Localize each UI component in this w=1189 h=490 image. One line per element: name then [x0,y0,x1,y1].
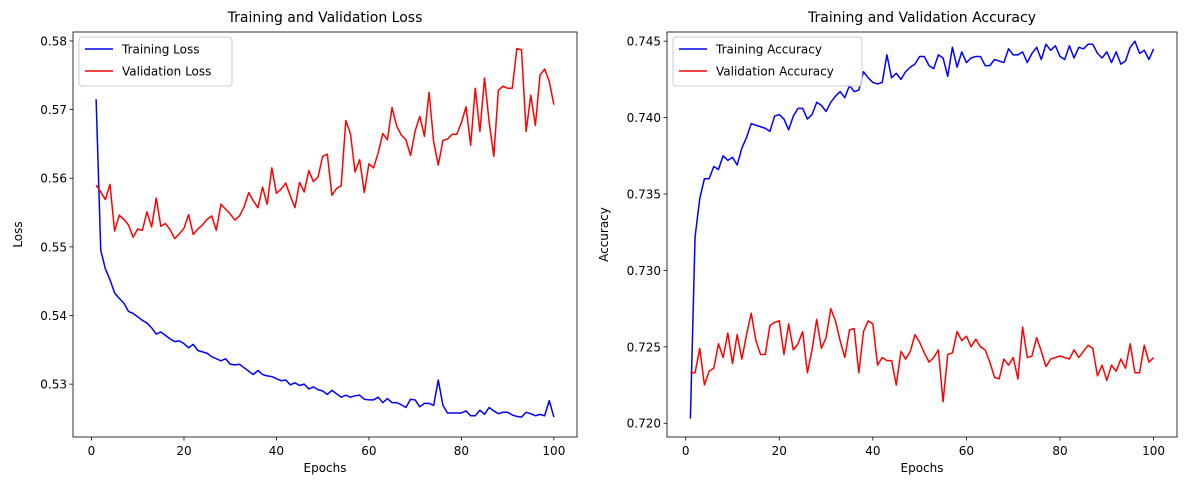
accuracy-axes-frame [666,31,1178,438]
accuracy-y-tick-label: 0.730 [627,264,661,278]
accuracy-y-axis-label: Accuracy [597,207,611,262]
accuracy-y-tick-label: 0.720 [627,417,661,431]
accuracy-y-tick-label: 0.740 [627,111,661,125]
loss-y-tick-label: 0.58 [40,34,67,48]
loss-y-tick-label: 0.53 [40,378,67,392]
accuracy-x-tick-label: 100 [1142,444,1165,458]
accuracy-x-axis-label: Epochs [901,461,944,475]
accuracy-series-line-validation [690,307,1155,403]
accuracy-legend-label-training: Training Accuracy [715,43,822,57]
loss-y-tick-label: 0.56 [40,172,67,186]
loss-x-tick-label: 60 [361,444,376,458]
accuracy-x-tick-label: 40 [865,444,880,458]
accuracy-y-tick-label: 0.745 [627,35,661,49]
loss-x-tick-label: 0 [88,444,96,458]
accuracy-legend-frame [672,36,863,87]
loss-legend-frame [78,36,233,87]
loss-x-tick-label: 80 [454,444,469,458]
accuracy-x-tick-label: 60 [959,444,974,458]
loss-x-tick-label: 20 [176,444,191,458]
accuracy-x-tick-label: 80 [1052,444,1067,458]
loss-x-tick-label: 100 [542,444,565,458]
loss-series-line-training [95,99,555,418]
loss-y-tick-label: 0.54 [40,309,67,323]
accuracy-chart: 0 20 40 60 80 100 0.720 0.725 0.730 0.735 0.740 0.7… [597,10,1178,475]
loss-chart-title: Training and Validation Loss [227,10,423,26]
loss-y-tick-label: 0.55 [40,240,67,254]
accuracy-series-line-training [689,40,1155,419]
loss-legend-label-training: Training Loss [121,43,199,57]
loss-y-tick-label: 0.57 [40,103,67,117]
accuracy-chart-title: Training and Validation Accuracy [807,10,1036,26]
accuracy-x-tick-label: 0 [682,444,690,458]
loss-chart: 0 20 40 60 80 100 0.53 0.54 0.55 0.56 0.57 0.58 Trai… [11,10,578,475]
loss-y-axis-label: Loss [11,221,25,247]
loss-series-line-validation [95,47,555,240]
loss-legend-label-validation: Validation Loss [122,65,211,79]
accuracy-legend-label-validation: Validation Accuracy [716,65,834,79]
accuracy-x-tick-label: 20 [772,444,787,458]
loss-axes-frame [72,31,578,438]
accuracy-legend: Training Accuracy Validation Accuracy [672,36,863,87]
accuracy-y-tick-label: 0.735 [627,188,661,202]
loss-x-axis-label: Epochs [304,461,347,475]
accuracy-y-tick-label: 0.725 [627,340,661,354]
loss-x-tick-label: 40 [269,444,284,458]
loss-legend: Training Loss Validation Loss [78,36,233,87]
